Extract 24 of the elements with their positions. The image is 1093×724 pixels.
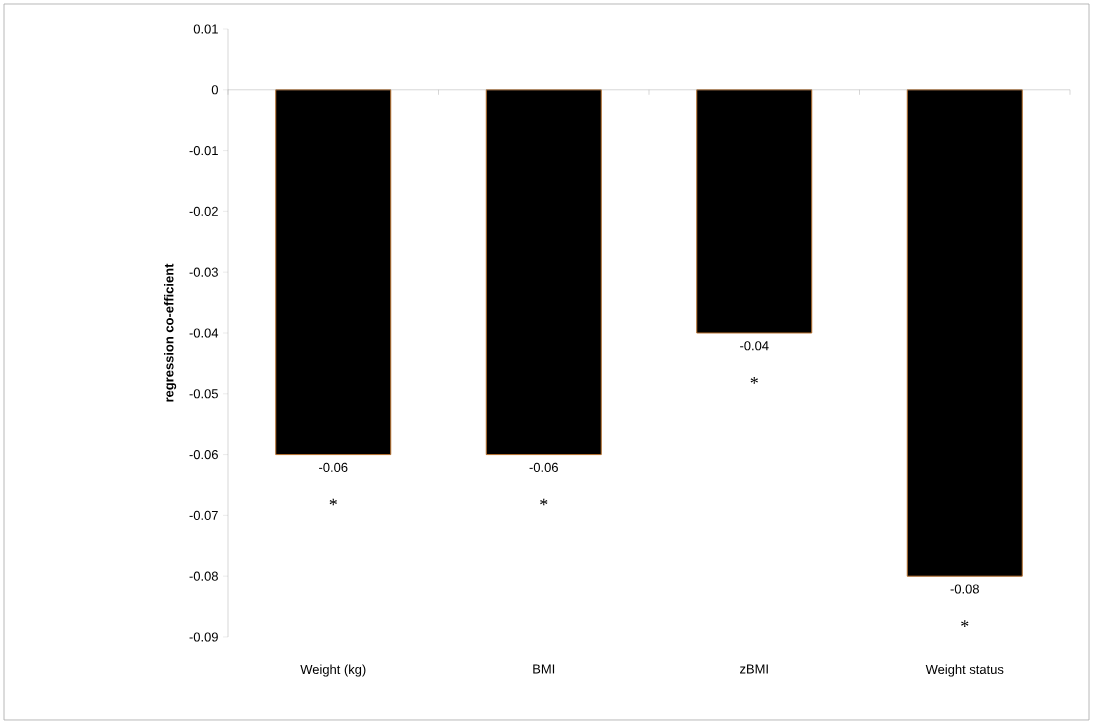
y-tick-label: 0.01 xyxy=(193,24,218,34)
y-tick-label: -0.06 xyxy=(189,450,218,460)
y-tick-label: -0.05 xyxy=(189,389,218,399)
y-tick-label: -0.09 xyxy=(189,632,218,642)
y-tick-label: -0.07 xyxy=(189,510,218,520)
annotation: * xyxy=(750,377,758,384)
y-tick-label: -0.08 xyxy=(189,571,218,581)
data-label: -0.06 xyxy=(319,462,348,472)
y-tick-label: -0.02 xyxy=(189,206,218,216)
annotation: * xyxy=(540,498,548,506)
y-tick-label: -0.04 xyxy=(189,328,219,338)
data-label: -0.06 xyxy=(529,462,558,472)
y-axis-title: regression co-efficient xyxy=(164,263,177,402)
y-tick-label: -0.01 xyxy=(189,146,218,156)
annotation: * xyxy=(329,498,337,506)
y-tick-label: -0.03 xyxy=(189,267,218,277)
data-label: -0.04 xyxy=(740,341,769,351)
x-tick-label: BMI xyxy=(533,664,555,674)
y-tick-label: 0 xyxy=(211,85,218,95)
x-tick-label: Weight (kg) xyxy=(300,664,366,677)
data-label: -0.08 xyxy=(950,584,979,594)
annotation: * xyxy=(961,620,969,627)
x-tick-label: zBMI xyxy=(740,664,768,674)
x-tick-label: Weight status xyxy=(925,664,1004,677)
